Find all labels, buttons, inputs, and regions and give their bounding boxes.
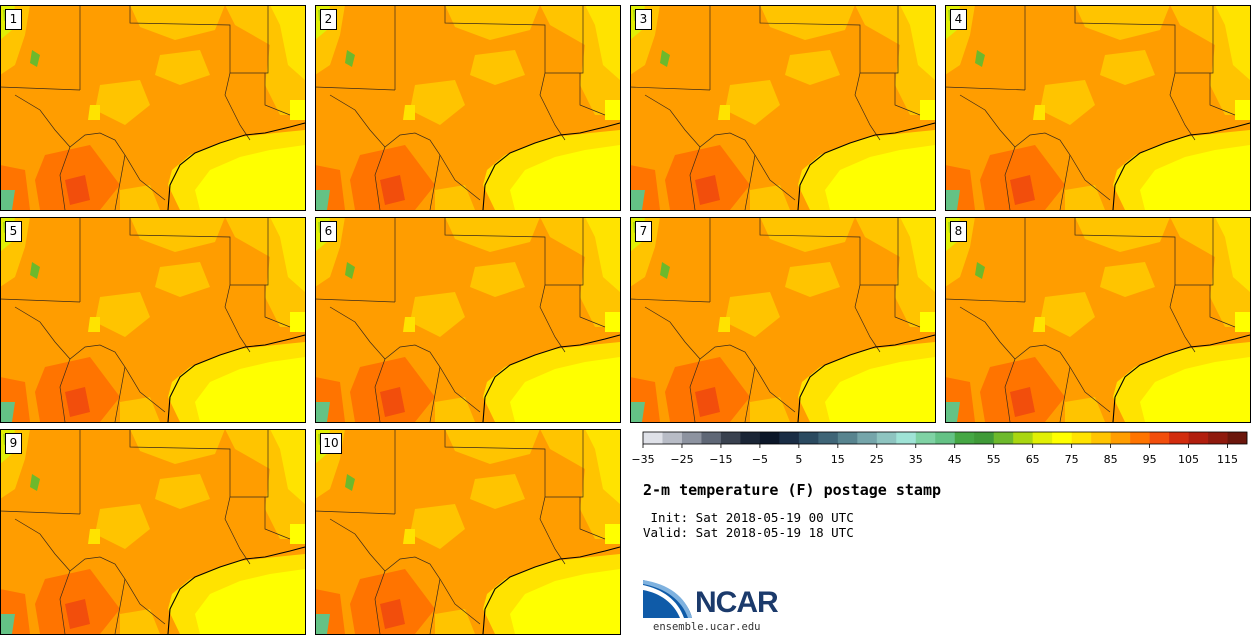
- valid-time: Valid: Sat 2018-05-19 18 UTC: [643, 525, 854, 540]
- colorbar-swatch: [779, 432, 800, 444]
- colorbar-swatch: [643, 432, 663, 444]
- colorbar-tick-label: −25: [670, 453, 694, 466]
- colorbar-tick-label: 75: [1064, 453, 1079, 466]
- member-label-3: 3: [635, 9, 652, 30]
- colorbar-swatch: [740, 432, 761, 444]
- colorbar-tick-label: 105: [1178, 453, 1199, 466]
- colorbar-swatch: [720, 432, 741, 444]
- member-map-3: [630, 5, 936, 211]
- colorbar-swatch: [935, 432, 956, 444]
- colorbar-swatch: [681, 432, 702, 444]
- colorbar-swatch: [1071, 432, 1092, 444]
- colorbar-swatch: [1208, 432, 1228, 444]
- member-label-9: 9: [5, 433, 22, 454]
- colorbar-tick-label: 15: [830, 453, 845, 466]
- colorbar-swatch: [1110, 432, 1131, 444]
- colorbar-tick-label: −15: [709, 453, 733, 466]
- colorbar-swatch: [1052, 432, 1072, 444]
- colorbar-swatch: [1149, 432, 1170, 444]
- colorbar: [642, 431, 1248, 448]
- member-label-2: 2: [320, 9, 337, 30]
- colorbar-swatch: [993, 432, 1014, 444]
- figure-title: 2-m temperature (F) postage stamp: [643, 481, 942, 499]
- member-label-4: 4: [950, 9, 967, 30]
- init-time: Init: Sat 2018-05-19 00 UTC: [643, 510, 854, 525]
- colorbar-tick-label: 45: [947, 453, 962, 466]
- ncar-logo-text: NCAR: [695, 586, 779, 619]
- colorbar-swatch: [1227, 432, 1248, 444]
- colorbar-swatch: [1013, 432, 1033, 444]
- member-map-9: [0, 429, 306, 635]
- colorbar-swatch: [1130, 432, 1150, 444]
- colorbar-swatch: [759, 432, 780, 444]
- colorbar-swatch: [701, 432, 722, 444]
- colorbar-swatch: [876, 432, 897, 444]
- member-map-6: [315, 217, 621, 423]
- colorbar-swatch: [974, 432, 995, 444]
- member-map-4: [945, 5, 1251, 211]
- colorbar-swatch: [857, 432, 878, 444]
- colorbar-swatch: [1091, 432, 1111, 444]
- colorbar-swatch: [896, 432, 917, 444]
- colorbar-border: [642, 431, 1248, 445]
- ncar-logo-swoosh: [643, 580, 692, 618]
- colorbar-tick-label: 35: [908, 453, 923, 466]
- ensemble-url: ensemble.ucar.edu: [653, 621, 761, 633]
- colorbar-tick-label: 85: [1103, 453, 1118, 466]
- colorbar-swatch: [915, 432, 936, 444]
- colorbar-swatch: [1032, 432, 1053, 444]
- member-label-5: 5: [5, 221, 22, 242]
- member-label-6: 6: [320, 221, 337, 242]
- member-map-7: [630, 217, 936, 423]
- colorbar-tick-label: 5: [795, 453, 803, 466]
- member-map-5: [0, 217, 306, 423]
- member-map-8: [945, 217, 1251, 423]
- member-map-10: [315, 429, 621, 635]
- member-map-2: [315, 5, 621, 211]
- colorbar-tick-label: −5: [751, 453, 768, 466]
- member-map-1: [0, 5, 306, 211]
- colorbar-tick-label: 65: [1025, 453, 1040, 466]
- colorbar-tick-label: 95: [1142, 453, 1157, 466]
- colorbar-swatch: [798, 432, 819, 444]
- colorbar-swatch: [954, 432, 975, 444]
- member-label-1: 1: [5, 9, 22, 30]
- member-label-7: 7: [635, 221, 652, 242]
- colorbar-swatch: [837, 432, 858, 444]
- colorbar-swatch: [818, 432, 839, 444]
- colorbar-swatch: [662, 432, 683, 444]
- member-label-8: 8: [950, 221, 967, 242]
- colorbar-swatch: [1169, 432, 1189, 444]
- colorbar-tick-label: −35: [631, 453, 655, 466]
- member-label-10: 10: [320, 433, 342, 454]
- colorbar-swatch: [1188, 432, 1209, 444]
- colorbar-tick-label: 55: [986, 453, 1001, 466]
- colorbar-tick-label: 25: [869, 453, 884, 466]
- colorbar-tick-label: 115: [1217, 453, 1238, 466]
